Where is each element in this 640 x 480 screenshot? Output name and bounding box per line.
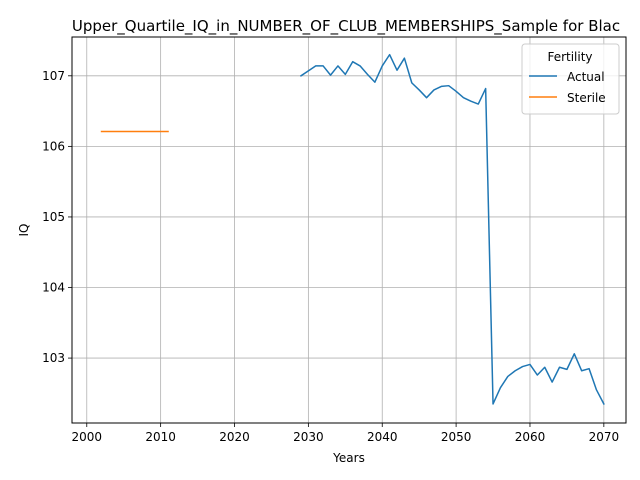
- y-axis-label: IQ: [17, 224, 31, 237]
- y-tick-label: 106: [42, 139, 65, 153]
- chart-title: Upper_Quartile_IQ_in_NUMBER_OF_CLUB_MEMB…: [72, 17, 620, 36]
- y-tick-label: 104: [42, 281, 65, 295]
- legend: Fertility Actual Sterile: [521, 43, 620, 115]
- x-tick-label: 2070: [589, 430, 620, 444]
- x-tick-label: 2050: [441, 430, 472, 444]
- x-tick-label: 2020: [219, 430, 250, 444]
- legend-title: Fertility: [547, 50, 592, 64]
- y-tick-label: 105: [42, 210, 65, 224]
- y-tick-label: 107: [42, 69, 65, 83]
- plot-area: [100, 53, 605, 405]
- series-line-actual: [299, 53, 605, 405]
- x-axis: 2000 2010 2020 2030 2040 2050 2060 2070: [71, 423, 619, 444]
- x-tick-label: 2060: [515, 430, 546, 444]
- x-tick-label: 2030: [293, 430, 324, 444]
- x-tick-label: 2040: [367, 430, 398, 444]
- x-axis-label: Years: [332, 451, 365, 465]
- x-tick-label: 2000: [71, 430, 102, 444]
- legend-label-actual: Actual: [567, 70, 605, 84]
- y-axis: 103 104 105 106 107: [42, 69, 72, 365]
- axes-frame: [71, 36, 627, 424]
- legend-label-sterile: Sterile: [567, 91, 606, 105]
- x-tick-label: 2010: [145, 430, 176, 444]
- y-tick-label: 103: [42, 351, 65, 365]
